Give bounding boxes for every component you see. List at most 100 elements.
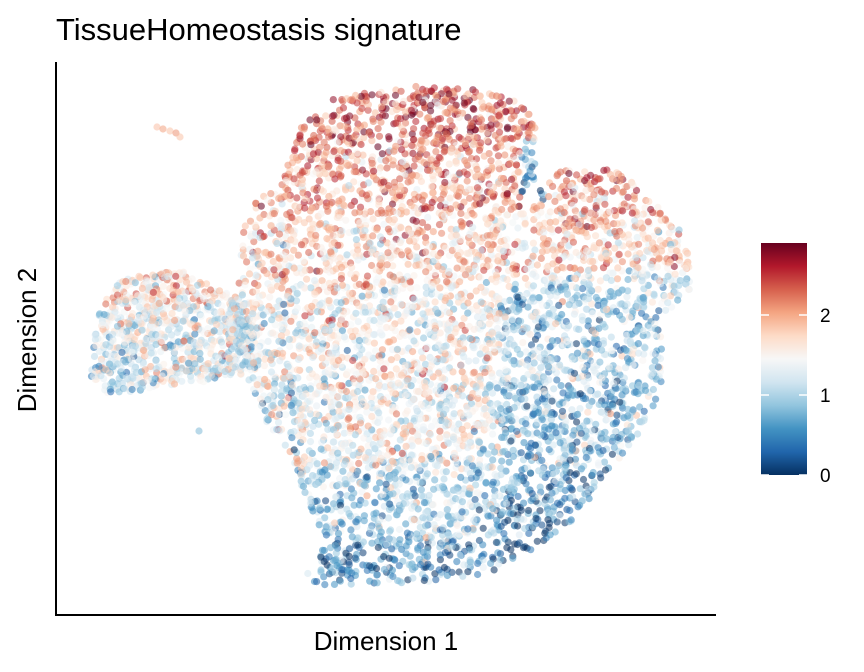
- data-point: [241, 281, 249, 289]
- data-point: [438, 265, 446, 274]
- data-point: [555, 400, 564, 408]
- data-point: [343, 346, 351, 355]
- data-point: [277, 388, 286, 396]
- data-point: [414, 387, 423, 396]
- data-point: [382, 480, 390, 488]
- data-point: [328, 112, 337, 120]
- data-point: [621, 364, 630, 372]
- data-point: [570, 369, 579, 377]
- data-point: [602, 217, 610, 225]
- data-point: [528, 149, 536, 157]
- data-point: [396, 436, 404, 444]
- data-point: [414, 153, 423, 161]
- data-point: [345, 405, 353, 413]
- data-point: [525, 529, 533, 538]
- data-point: [459, 572, 467, 580]
- data-point: [608, 388, 616, 396]
- data-point: [317, 568, 325, 576]
- data-point: [333, 561, 341, 570]
- data-point: [352, 236, 360, 244]
- data-point: [311, 277, 319, 285]
- data-point: [412, 82, 420, 91]
- data-point: [267, 190, 275, 198]
- data-point: [567, 484, 575, 492]
- data-point: [585, 402, 593, 410]
- data-point: [496, 223, 504, 231]
- data-point: [512, 378, 520, 386]
- data-point: [552, 292, 560, 300]
- data-point: [404, 227, 412, 235]
- data-point: [239, 242, 247, 250]
- data-point: [358, 166, 367, 174]
- data-point: [473, 313, 482, 321]
- data-point: [311, 329, 319, 337]
- data-point: [412, 235, 420, 243]
- data-point: [578, 316, 587, 324]
- data-point: [573, 171, 581, 179]
- data-point: [365, 351, 373, 359]
- data-point: [429, 228, 437, 236]
- data-point: [432, 576, 440, 584]
- data-point: [331, 493, 340, 501]
- data-point: [447, 284, 455, 292]
- data-point: [633, 233, 641, 242]
- data-point: [321, 514, 329, 522]
- data-point: [565, 436, 574, 444]
- data-point: [337, 147, 345, 155]
- data-point: [376, 233, 385, 241]
- data-point: [510, 504, 519, 512]
- data-point: [411, 492, 419, 500]
- data-point: [587, 447, 595, 455]
- data-point: [318, 354, 326, 362]
- data-point: [674, 296, 682, 304]
- data-point: [532, 514, 540, 523]
- data-point: [264, 307, 272, 315]
- data-point: [393, 105, 401, 114]
- data-point: [442, 433, 450, 441]
- data-point: [262, 348, 270, 356]
- data-point: [373, 226, 381, 234]
- data-point: [364, 101, 372, 109]
- data-point: [361, 499, 369, 507]
- data-point: [465, 455, 473, 463]
- data-point: [630, 388, 639, 396]
- data-point: [334, 332, 342, 340]
- data-point: [286, 371, 294, 379]
- data-point: [362, 191, 370, 199]
- data-point: [422, 87, 431, 95]
- data-point: [479, 563, 487, 572]
- data-point: [520, 439, 528, 447]
- data-point: [332, 542, 340, 550]
- data-point: [611, 228, 619, 236]
- data-point: [510, 112, 518, 120]
- data-point: [303, 275, 311, 283]
- data-point: [462, 465, 471, 473]
- data-point: [457, 218, 465, 226]
- data-point: [368, 159, 376, 167]
- data-point: [624, 250, 632, 258]
- data-point: [334, 449, 342, 457]
- data-point: [374, 143, 382, 151]
- data-point: [529, 239, 538, 247]
- data-point: [419, 129, 427, 137]
- data-point: [512, 155, 520, 163]
- data-point: [490, 566, 498, 574]
- data-point: [494, 152, 502, 160]
- data-point: [510, 404, 518, 412]
- data-point: [306, 438, 315, 446]
- data-point: [476, 200, 484, 208]
- data-point: [283, 293, 291, 301]
- data-point: [482, 395, 490, 403]
- data-point: [335, 197, 343, 205]
- data-point: [546, 343, 554, 351]
- data-point: [376, 357, 384, 365]
- data-point: [334, 241, 342, 249]
- data-point: [479, 556, 487, 564]
- data-point: [477, 116, 486, 124]
- data-point: [336, 214, 344, 222]
- data-point: [312, 168, 320, 176]
- data-point: [403, 493, 411, 501]
- data-point: [489, 478, 497, 486]
- data-point: [469, 159, 477, 167]
- data-point: [420, 499, 428, 507]
